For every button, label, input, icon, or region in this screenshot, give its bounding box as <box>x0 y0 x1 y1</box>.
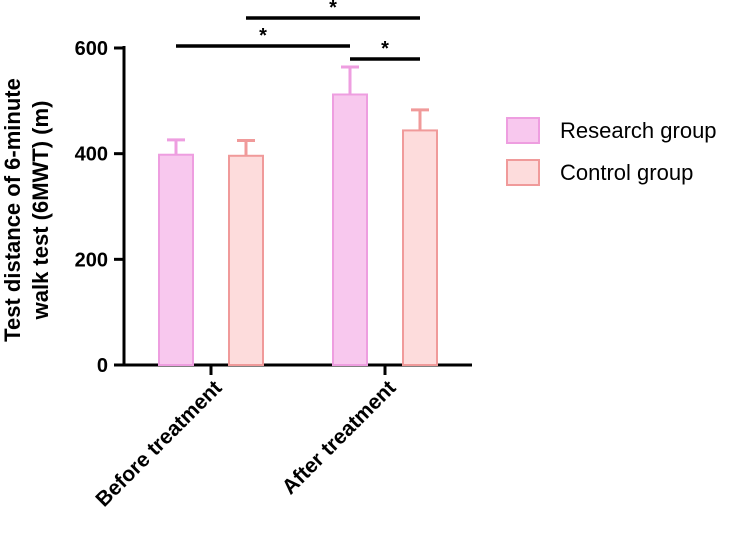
y-tick-label: 0 <box>97 355 108 377</box>
legend: Research group Control group <box>506 117 717 186</box>
legend-label: Research group <box>560 118 717 143</box>
bars <box>158 65 438 366</box>
y-axis-label: Test distance of 6-minute walk test (6MW… <box>0 78 53 342</box>
legend-swatch <box>506 159 540 186</box>
bar <box>158 153 194 366</box>
x-tick-label: After treatment <box>278 376 401 499</box>
significance-label: * <box>381 38 389 60</box>
y-tick-label: 200 <box>75 249 108 271</box>
y-axis-label-line-2: walk test (6MWT) (m) <box>28 101 53 321</box>
x-tick-label: Before treatment <box>91 376 226 511</box>
legend-label: Control group <box>560 160 693 185</box>
significance-label: * <box>329 0 337 19</box>
bar <box>332 93 368 366</box>
y-tick-label: 600 <box>75 38 108 60</box>
bar <box>402 129 438 366</box>
bar <box>228 154 264 366</box>
significance-label: * <box>259 25 267 47</box>
legend-swatch <box>506 117 540 144</box>
significance-brackets: * * * <box>176 0 420 61</box>
y-tick-label: 400 <box>75 144 108 166</box>
y-axis-label-line-1: Test distance of 6-minute <box>0 78 25 342</box>
